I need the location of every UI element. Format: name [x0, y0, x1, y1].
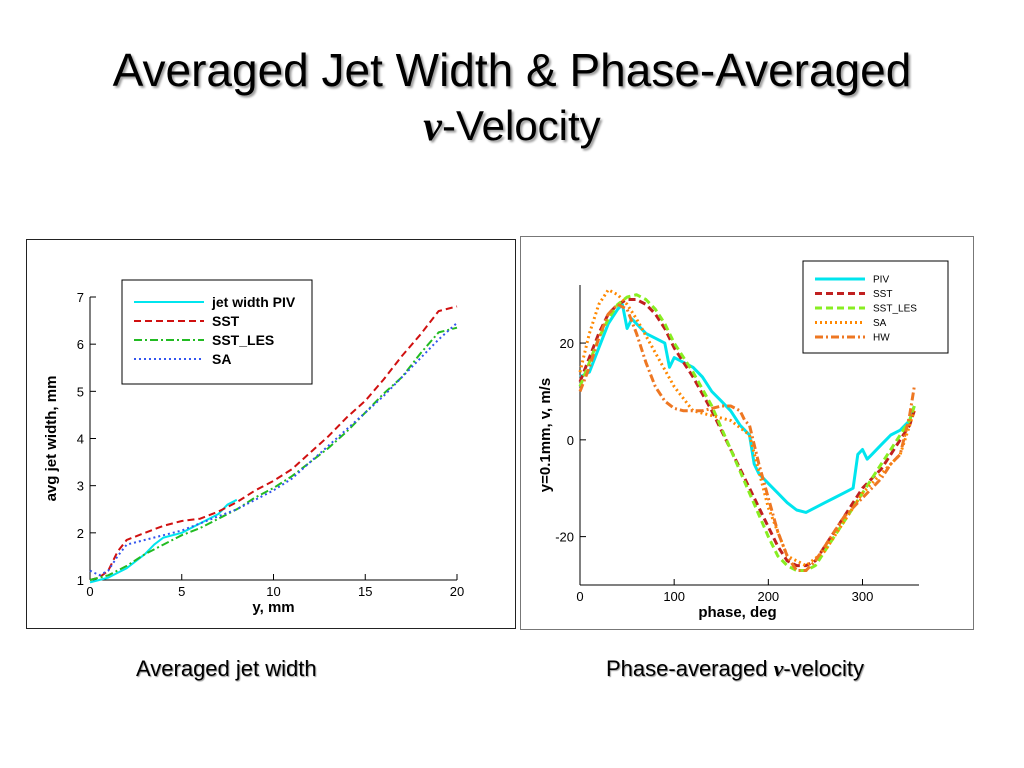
caption-jet-width: Averaged jet width [136, 656, 317, 681]
velocity-axes: 0 100 200 300 -20 0 20 phase, deg y=0.1mm, v, m/… [537, 285, 919, 621]
velocity-chart: 0 100 200 300 -20 0 20 phase, deg y=0.1mm, v, m/… [537, 260, 949, 621]
jet-width-y-tick-label: 3 [77, 479, 84, 494]
jet-width-chart: 0 5 10 15 20 1 2 3 4 5 6 7 y, mm avg jet width, mm jet… [43, 279, 464, 616]
jet-width-y-tick-label: 7 [77, 290, 84, 305]
velocity-series-sst-les [578, 293, 916, 572]
jet-width-legend-label-sst-les: SST_LES [212, 332, 274, 348]
velocity-legend-label-piv: PIV [873, 275, 889, 286]
jet-width-axes: 0 5 10 15 20 1 2 3 4 5 6 7 y, mm avg jet width, mm [43, 290, 464, 616]
jet-width-x-tick-label: 5 [178, 584, 185, 599]
velocity-legend-label-sa: SA [873, 318, 887, 329]
velocity-legend-label-sst: SST [873, 289, 892, 300]
velocity-series-group [578, 288, 916, 572]
jet-width-x-axis-label: y, mm [252, 599, 294, 616]
jet-width-y-tick-label: 6 [77, 337, 84, 352]
jet-width-legend-label-sa: SA [212, 351, 231, 367]
caption-velocity-prefix: Phase-averaged [606, 656, 774, 681]
jet-width-legend-box [121, 279, 313, 385]
jet-width-x-tick-label: 10 [266, 584, 280, 599]
jet-width-series-jet-width-piv [89, 498, 238, 584]
velocity-x-tick-label: 0 [576, 589, 583, 604]
jet-width-x-tick-label: 0 [86, 584, 93, 599]
velocity-x-tick-label: 100 [663, 589, 685, 604]
title-velocity-text: -Velocity [441, 102, 601, 149]
jet-width-x-tick-label: 15 [358, 584, 372, 599]
jet-width-series-group [89, 305, 458, 584]
velocity-legend-label-hw: HW [873, 333, 890, 344]
velocity-y-tick-label: 0 [567, 433, 574, 448]
velocity-x-tick-label: 200 [757, 589, 779, 604]
jet-width-y-axis-label: avg jet width, mm [43, 376, 60, 502]
velocity-legend: PIV SST SST_LES SA HW [802, 260, 949, 354]
jet-width-series-sst [89, 305, 458, 581]
jet-width-y-tick-label: 2 [77, 526, 84, 541]
caption-velocity-suffix: -velocity [783, 656, 865, 681]
velocity-y-tick-label: -20 [555, 530, 574, 545]
velocity-y-tick-label: 20 [560, 336, 574, 351]
jet-width-legend-label-jet-width-piv: jet width PIV [211, 294, 296, 310]
jet-width-y-tick-label: 1 [77, 573, 84, 588]
velocity-series-hw [578, 302, 916, 572]
jet-width-series-sst-les [89, 326, 458, 581]
caption-velocity: Phase-averaged v-velocity [606, 656, 864, 682]
jet-width-y-tick-label: 5 [77, 384, 84, 399]
slide-title-line2: v-Velocity [0, 100, 1024, 153]
velocity-y-axis-label: y=0.1mm, v, m/s [537, 378, 554, 492]
jet-width-legend-label-sst: SST [212, 313, 240, 329]
velocity-legend-label-sst-les: SST_LES [873, 304, 917, 315]
slide-title-line1: Averaged Jet Width & Phase-Averaged [112, 44, 912, 96]
jet-width-x-tick-label: 20 [450, 584, 464, 599]
velocity-x-axis-label: phase, deg [698, 604, 776, 621]
velocity-chart-panel: 0 100 200 300 -20 0 20 phase, deg y=0.1mm, v, m/… [520, 236, 974, 630]
jet-width-chart-panel: 0 5 10 15 20 1 2 3 4 5 6 7 y, mm avg jet width, mm jet… [26, 239, 516, 629]
velocity-series-sst [578, 298, 916, 568]
velocity-series-sa [578, 288, 916, 568]
caption-v-symbol: v [773, 656, 784, 681]
jet-width-y-tick-label: 4 [77, 432, 84, 447]
velocity-x-tick-label: 300 [852, 589, 874, 604]
title-v-symbol: v [423, 104, 442, 150]
jet-width-legend: jet width PIV SST SST_LES SA [121, 279, 313, 385]
